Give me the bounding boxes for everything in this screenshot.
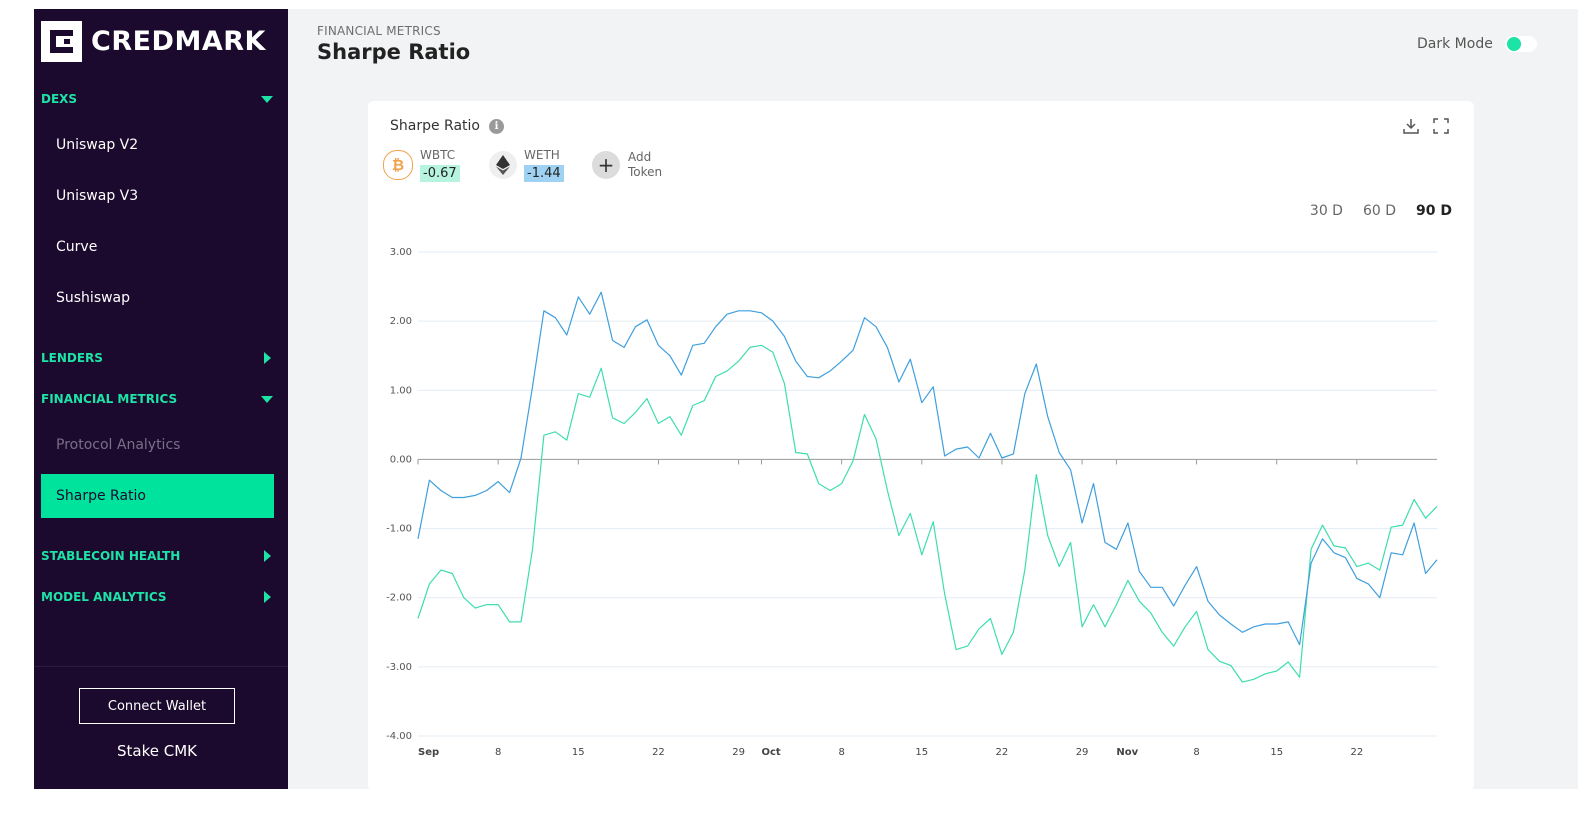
sidebar: CREDMARK DEXS Uniswap V2 Uniswap V3 Curv…: [34, 9, 288, 789]
sharpe-ratio-chart: 3.00 2.00 1.00 0.00 -1.00 -2.00 -3.00 -4.00 Sep 8…: [386, 247, 1438, 758]
x-tick-label: 15: [572, 747, 585, 758]
sidebar-item-sushiswap[interactable]: Sushiswap: [56, 290, 131, 306]
fullscreen-icon[interactable]: [1432, 117, 1450, 135]
token-weth[interactable]: WETH -1.44: [489, 148, 564, 182]
chevron-right-icon: [264, 352, 271, 364]
ethereum-icon: [489, 151, 517, 179]
section-dexs[interactable]: DEXS: [41, 89, 273, 109]
y-tick-label: 3.00: [390, 247, 412, 258]
x-tick-label: 8: [1193, 747, 1199, 758]
x-tick-label: 22: [652, 747, 665, 758]
section-label: FINANCIAL METRICS: [41, 392, 178, 406]
toggle-knob: [1506, 37, 1521, 51]
range-60d[interactable]: 60 D: [1362, 203, 1397, 219]
x-tick-label: 22: [996, 747, 1009, 758]
series-line-weth: [417, 291, 1438, 646]
x-tick-label: Sep: [418, 747, 439, 758]
info-icon[interactable]: i: [489, 118, 504, 134]
card-title: Sharpe Ratio i: [390, 118, 504, 134]
app-window: CREDMARK DEXS Uniswap V2 Uniswap V3 Curv…: [34, 9, 1578, 791]
x-tick-label: 8: [838, 747, 844, 758]
y-tick-label: 2.00: [390, 316, 412, 327]
x-tick-label: 29: [732, 747, 745, 758]
chevron-down-icon: [261, 95, 273, 103]
chevron-right-icon: [264, 550, 271, 562]
credmark-logo-icon: [41, 21, 82, 62]
dark-mode-toggle[interactable]: [1504, 36, 1537, 52]
sidebar-footer: Connect Wallet Stake CMK: [34, 666, 288, 790]
x-tick-label: 15: [1270, 747, 1283, 758]
dark-mode-label: Dark Mode: [1417, 36, 1493, 52]
sidebar-item-sharpe-ratio[interactable]: Sharpe Ratio: [41, 474, 274, 518]
plus-icon: +: [592, 151, 620, 179]
token-wbtc[interactable]: ₿ WBTC -0.67: [383, 148, 460, 182]
add-token-button[interactable]: + Add Token: [592, 150, 668, 180]
section-stablecoin-health[interactable]: STABLECOIN HEALTH: [41, 546, 273, 566]
section-label: DEXS: [41, 92, 78, 106]
card-title-text: Sharpe Ratio: [390, 118, 480, 134]
token-value: -0.67: [420, 165, 460, 182]
sidebar-item-protocol-analytics[interactable]: Protocol Analytics: [56, 437, 181, 453]
logo-text: CREDMARK: [91, 26, 266, 57]
add-token-label: Add Token: [628, 150, 663, 179]
series-line-wbtc: [417, 344, 1438, 683]
x-tick-label: Oct: [761, 747, 780, 758]
dark-mode-control: Dark Mode: [1417, 36, 1537, 52]
stake-cmk-link[interactable]: Stake CMK: [117, 742, 197, 760]
sidebar-item-curve[interactable]: Curve: [56, 239, 98, 255]
range-30d[interactable]: 30 D: [1309, 203, 1343, 219]
token-symbol: WBTC: [420, 148, 456, 162]
x-tick-label: 22: [1350, 747, 1363, 758]
x-tick-label: Nov: [1116, 747, 1138, 758]
y-tick-label: -1.00: [386, 524, 412, 535]
section-label: STABLECOIN HEALTH: [41, 549, 181, 563]
y-tick-label: 0.00: [390, 454, 412, 465]
bitcoin-icon: ₿: [383, 150, 413, 180]
breadcrumb: FINANCIAL METRICS: [317, 24, 441, 38]
token-symbol: WETH: [524, 148, 560, 162]
sidebar-item-uniswap-v3[interactable]: Uniswap V3: [56, 188, 139, 204]
y-tick-label: -4.00: [386, 731, 412, 742]
chevron-right-icon: [264, 591, 271, 603]
section-label: MODEL ANALYTICS: [41, 590, 167, 604]
range-selector: 30 D 60 D 90 D: [1310, 203, 1452, 219]
x-tick-label: 8: [495, 747, 501, 758]
logo[interactable]: CREDMARK: [41, 21, 266, 62]
y-tick-label: 1.00: [390, 385, 412, 396]
x-tick-label: 15: [915, 747, 928, 758]
card-actions: [1402, 117, 1450, 135]
section-financial-metrics[interactable]: FINANCIAL METRICS: [41, 389, 273, 409]
download-icon[interactable]: [1402, 117, 1420, 135]
section-lenders[interactable]: LENDERS: [41, 348, 273, 368]
page-title: Sharpe Ratio: [317, 40, 471, 64]
range-90d[interactable]: 90 D: [1416, 203, 1452, 219]
chevron-down-icon: [261, 395, 273, 403]
y-tick-label: -2.00: [386, 593, 412, 604]
section-model-analytics[interactable]: MODEL ANALYTICS: [41, 587, 273, 607]
y-tick-label: -3.00: [386, 662, 412, 673]
connect-wallet-button[interactable]: Connect Wallet: [79, 688, 235, 724]
sidebar-item-uniswap-v2[interactable]: Uniswap V2: [56, 137, 139, 153]
chart-card: Sharpe Ratio i ₿ WBTC -0.67: [368, 101, 1474, 791]
token-value: -1.44: [524, 165, 564, 182]
section-label: LENDERS: [41, 351, 103, 365]
x-tick-label: 29: [1076, 747, 1089, 758]
